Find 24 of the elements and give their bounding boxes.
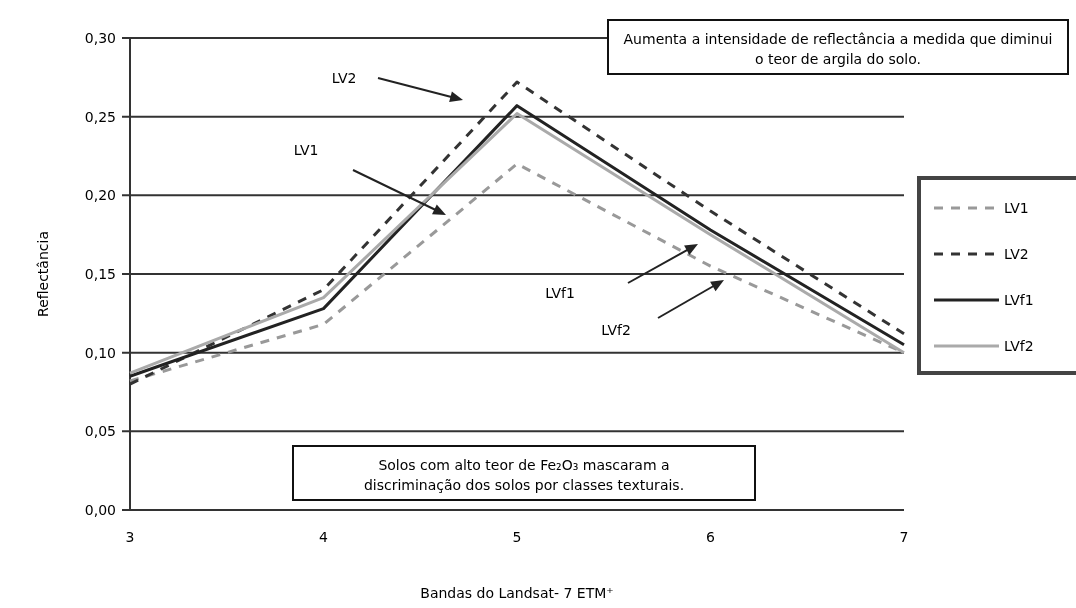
legend-label: LV1 (1004, 199, 1029, 216)
y-axis-title: Reflectância (35, 231, 51, 317)
annotation: Solos com alto teor de Fe₂O₃ mascaram a discriminação dos solos por classes texturais. (363, 457, 685, 493)
annotation: LV1 (293, 142, 319, 158)
x-tick-label: 3 (125, 529, 135, 545)
y-tick-label: 0,00 (84, 501, 116, 518)
x-tick-label: 5 (512, 529, 522, 545)
legend-label: LVf1 (1004, 291, 1034, 308)
annotation: LV2 (331, 70, 357, 86)
annotation: LVf2 (601, 322, 631, 338)
x-axis-title: Bandas do Landsat- 7 ETM⁺ (420, 585, 614, 601)
annotation: LVf1 (545, 285, 575, 301)
y-tick-label: 0,10 (84, 344, 116, 361)
y-tick-label: 0,20 (84, 187, 116, 204)
x-tick-label: 7 (899, 529, 909, 545)
legend-label: LV2 (1004, 245, 1029, 262)
y-tick-label: 0,25 (84, 108, 116, 125)
x-tick-label: 6 (706, 529, 716, 545)
y-tick-label: 0,30 (84, 29, 116, 46)
legend-label: LVf2 (1004, 337, 1034, 354)
annotation: Aumenta a intensidade de reflectância a medida que diminui o teor de argila do solo. (623, 31, 1053, 67)
y-tick-label: 0,05 (84, 423, 116, 440)
y-tick-label: 0,15 (84, 265, 116, 282)
x-tick-label: 4 (319, 529, 329, 545)
